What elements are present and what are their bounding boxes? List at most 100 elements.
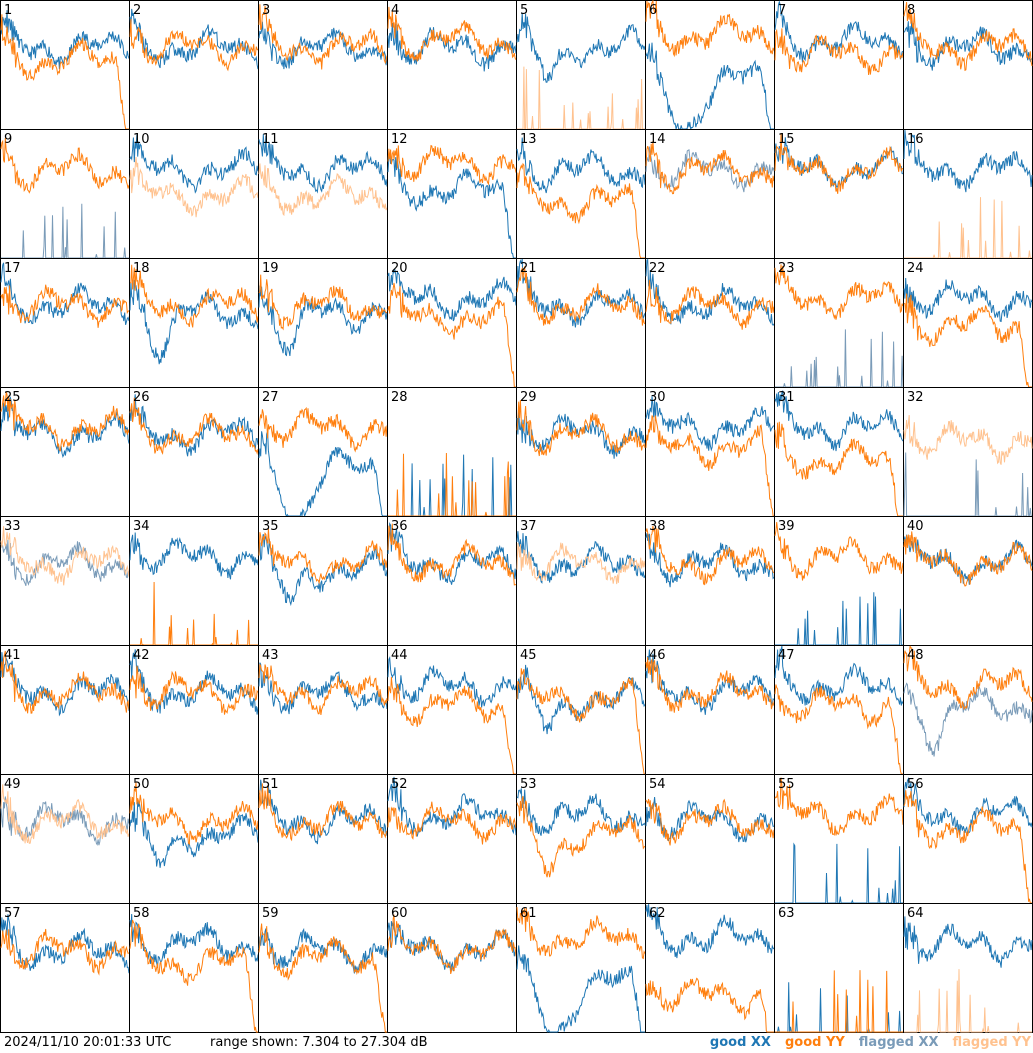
series-xx-53	[516, 788, 646, 836]
panel-3: 3	[258, 0, 388, 130]
panel-frame	[258, 387, 388, 517]
series-yy-6	[645, 0, 775, 58]
panel-label: 35	[262, 519, 279, 534]
panel-frame	[129, 258, 259, 388]
series-xx-27	[258, 431, 387, 518]
panel-8: 8	[903, 0, 1033, 130]
panel-label: 32	[907, 390, 924, 405]
panel-12: 12	[387, 129, 517, 259]
panel-frame	[516, 0, 646, 130]
panel-label: 53	[520, 777, 537, 792]
series-yy-14	[645, 140, 775, 195]
series-yy-21	[516, 266, 646, 326]
panel-11: 11	[258, 129, 388, 259]
panel-44: 44	[387, 645, 517, 775]
panel-label: 15	[778, 132, 795, 147]
panel-56: 56	[903, 774, 1033, 904]
panel-frame	[645, 129, 775, 259]
panel-label: 9	[4, 132, 12, 147]
panel-7: 7	[774, 0, 904, 130]
panel-frame	[903, 387, 1033, 517]
series-xx-19	[258, 285, 388, 357]
series-xx-38	[645, 533, 775, 588]
panel-frame	[645, 774, 775, 904]
series-yy-3	[258, 4, 388, 70]
legend-good-yy: good YY	[784, 1035, 845, 1050]
panel-label: 58	[133, 906, 150, 921]
panel-58: 58	[129, 903, 259, 1033]
panel-label: 4	[391, 3, 399, 18]
panel-label: 34	[133, 519, 150, 534]
panel-label: 12	[391, 132, 408, 147]
panel-30: 30	[645, 387, 775, 517]
series-xx-3	[258, 21, 388, 70]
panel-53: 53	[516, 774, 646, 904]
series-yy-42	[129, 665, 259, 715]
series-yy-23	[774, 264, 904, 320]
panel-label: 6	[649, 3, 657, 18]
panel-43: 43	[258, 645, 388, 775]
panel-label: 26	[133, 390, 150, 405]
series-yy-56	[903, 790, 1032, 904]
panel-label: 42	[133, 648, 150, 663]
series-xx-24	[903, 277, 1033, 323]
panel-label: 31	[778, 390, 795, 405]
panel-label: 54	[649, 777, 666, 792]
panel-frame	[258, 774, 388, 904]
panel-label: 59	[262, 906, 279, 921]
panel-label: 14	[649, 132, 666, 147]
panel-label: 8	[907, 3, 915, 18]
series-yy-59	[258, 923, 387, 1033]
panel-label: 11	[262, 132, 279, 147]
panel-frame	[645, 903, 775, 1033]
panel-label: 24	[907, 261, 924, 276]
panel-37: 37	[516, 516, 646, 646]
panel-62: 62	[645, 903, 775, 1033]
panel-frame	[903, 129, 1033, 259]
series-yy-8	[903, 2, 1033, 72]
panel-label: 38	[649, 519, 666, 534]
panel-label: 46	[649, 648, 666, 663]
panel-frame	[774, 0, 904, 130]
series-yy-35	[258, 528, 388, 585]
panel-frame	[645, 258, 775, 388]
series-yy-49	[0, 784, 130, 844]
series-yy-48	[903, 645, 1033, 711]
panel-label: 17	[4, 261, 21, 276]
series-yy-51	[258, 783, 388, 842]
series-yy-62	[645, 977, 774, 1033]
panel-48: 48	[903, 645, 1033, 775]
panel-frame	[258, 258, 388, 388]
series-yy-11	[258, 163, 388, 217]
panel-frame	[0, 645, 130, 775]
panel-frame	[0, 516, 130, 646]
series-xx-31	[774, 390, 904, 452]
panel-39: 39	[774, 516, 904, 646]
series-xx-17	[0, 262, 130, 326]
panel-20: 20	[387, 258, 517, 388]
series-xx-62	[645, 904, 775, 959]
panel-27: 27	[258, 387, 388, 518]
panel-38: 38	[645, 516, 775, 646]
series-yy-32	[903, 415, 1033, 465]
range-readout: range shown: 7.304 to 27.304 dB	[210, 1035, 428, 1050]
panel-45: 45	[516, 645, 646, 775]
series-yy-46	[645, 657, 775, 713]
panel-frame	[774, 645, 904, 775]
panel-frame	[387, 0, 517, 130]
panel-label: 40	[907, 519, 924, 534]
panel-5: 5	[516, 0, 646, 130]
series-xx-46	[645, 649, 775, 715]
panel-label: 5	[520, 3, 528, 18]
series-xx-59	[258, 927, 388, 974]
panel-frame	[0, 129, 130, 259]
panel-label: 13	[520, 132, 537, 147]
series-yy-7	[774, 28, 904, 76]
panel-label: 55	[778, 777, 795, 792]
panel-frame	[129, 645, 259, 775]
series-xx-16	[903, 130, 1033, 193]
panel-frame	[129, 129, 259, 259]
series-xx-43	[258, 662, 388, 715]
footer: 2024/11/10 20:01:33 UTC range shown: 7.3…	[0, 1033, 1033, 1053]
panel-4: 4	[387, 0, 517, 130]
